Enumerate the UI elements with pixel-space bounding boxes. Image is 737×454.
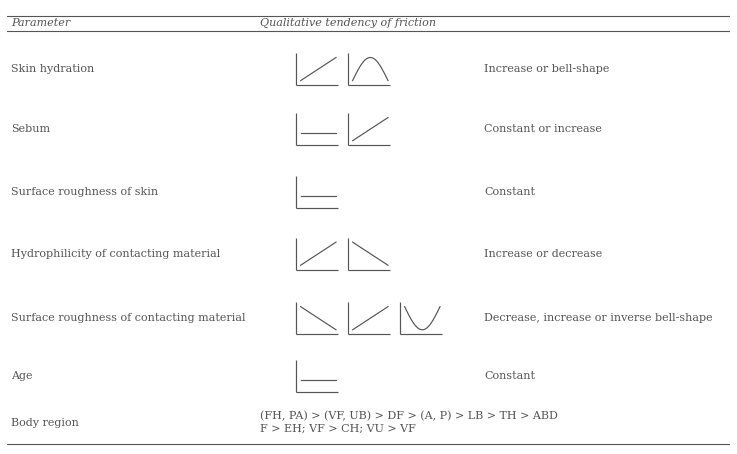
- Text: Sebum: Sebum: [11, 124, 50, 134]
- Text: Body region: Body region: [11, 418, 79, 428]
- Text: Surface roughness of contacting material: Surface roughness of contacting material: [11, 313, 245, 323]
- Text: (FH, PA) > (VF, UB) > DF > (A, P) > LB > TH > ABD: (FH, PA) > (VF, UB) > DF > (A, P) > LB >…: [260, 411, 558, 422]
- Text: Qualitative tendency of friction: Qualitative tendency of friction: [260, 19, 436, 29]
- Text: Increase or decrease: Increase or decrease: [484, 249, 602, 259]
- Text: Parameter: Parameter: [11, 19, 70, 29]
- Text: Constant: Constant: [484, 188, 535, 197]
- Text: Skin hydration: Skin hydration: [11, 64, 94, 74]
- Text: Increase or bell-shape: Increase or bell-shape: [484, 64, 609, 74]
- Text: Decrease, increase or inverse bell-shape: Decrease, increase or inverse bell-shape: [484, 313, 713, 323]
- Text: F > EH; VF > CH; VU > VF: F > EH; VF > CH; VU > VF: [260, 424, 416, 434]
- Text: Constant: Constant: [484, 371, 535, 381]
- Text: Constant or increase: Constant or increase: [484, 124, 602, 134]
- Text: Surface roughness of skin: Surface roughness of skin: [11, 188, 158, 197]
- Text: Age: Age: [11, 371, 32, 381]
- Text: Hydrophilicity of contacting material: Hydrophilicity of contacting material: [11, 249, 220, 259]
